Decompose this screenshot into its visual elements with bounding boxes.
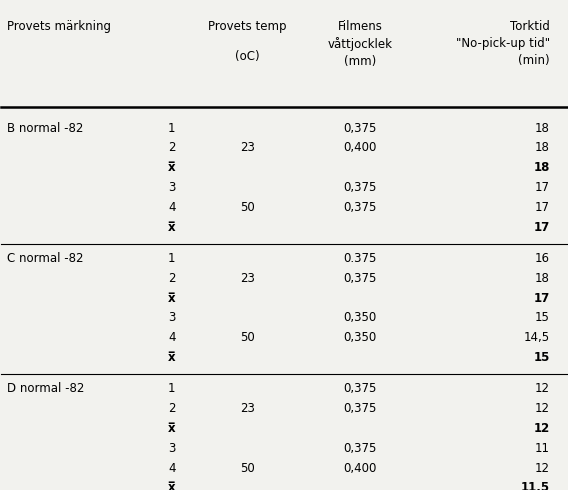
Text: 4: 4 bbox=[168, 462, 176, 475]
Text: Torktid
"No-pick-up tid"
(min): Torktid "No-pick-up tid" (min) bbox=[456, 20, 550, 67]
Text: 15: 15 bbox=[533, 351, 550, 364]
Text: Provets temp: Provets temp bbox=[208, 20, 286, 33]
Text: x̅: x̅ bbox=[168, 161, 176, 174]
Text: x̅: x̅ bbox=[168, 351, 176, 364]
Text: 12: 12 bbox=[534, 402, 550, 415]
Text: 1: 1 bbox=[168, 382, 176, 395]
Text: x̅: x̅ bbox=[168, 292, 176, 305]
Text: 12: 12 bbox=[533, 422, 550, 435]
Text: 18: 18 bbox=[535, 122, 550, 135]
Text: 0,375: 0,375 bbox=[344, 382, 377, 395]
Text: 16: 16 bbox=[534, 252, 550, 265]
Text: 14,5: 14,5 bbox=[524, 331, 550, 344]
Text: 3: 3 bbox=[168, 441, 176, 455]
Text: 11,5: 11,5 bbox=[520, 482, 550, 490]
Text: B normal -82: B normal -82 bbox=[7, 122, 83, 135]
Text: 15: 15 bbox=[535, 312, 550, 324]
Text: 0.375: 0.375 bbox=[344, 252, 377, 265]
Text: 50: 50 bbox=[240, 331, 254, 344]
Text: 17: 17 bbox=[533, 292, 550, 305]
Text: 2: 2 bbox=[168, 271, 176, 285]
Text: D normal -82: D normal -82 bbox=[7, 382, 85, 395]
Text: 17: 17 bbox=[533, 221, 550, 234]
Text: 50: 50 bbox=[240, 201, 254, 214]
Text: 3: 3 bbox=[168, 312, 176, 324]
Text: 0,375: 0,375 bbox=[344, 122, 377, 135]
Text: 0,375: 0,375 bbox=[344, 271, 377, 285]
Text: 0,400: 0,400 bbox=[344, 142, 377, 154]
Text: 0,350: 0,350 bbox=[344, 312, 377, 324]
Text: 23: 23 bbox=[240, 271, 254, 285]
Text: C normal -82: C normal -82 bbox=[7, 252, 83, 265]
Text: 0,400: 0,400 bbox=[344, 462, 377, 475]
Text: x̅: x̅ bbox=[168, 221, 176, 234]
Text: 50: 50 bbox=[240, 462, 254, 475]
Text: 17: 17 bbox=[534, 181, 550, 194]
Text: 3: 3 bbox=[168, 181, 176, 194]
Text: 23: 23 bbox=[240, 402, 254, 415]
Text: 0,375: 0,375 bbox=[344, 441, 377, 455]
Text: 0,375: 0,375 bbox=[344, 402, 377, 415]
Text: x̅: x̅ bbox=[168, 482, 176, 490]
Text: 1: 1 bbox=[168, 122, 176, 135]
Text: 17: 17 bbox=[534, 201, 550, 214]
Text: 4: 4 bbox=[168, 201, 176, 214]
Text: 2: 2 bbox=[168, 402, 176, 415]
Text: Filmens
våttjocklek
(mm): Filmens våttjocklek (mm) bbox=[328, 20, 393, 69]
Text: 18: 18 bbox=[535, 142, 550, 154]
Text: (oC): (oC) bbox=[235, 50, 260, 63]
Text: 11: 11 bbox=[534, 441, 550, 455]
Text: 18: 18 bbox=[533, 161, 550, 174]
Text: 4: 4 bbox=[168, 331, 176, 344]
Text: x̅: x̅ bbox=[168, 422, 176, 435]
Text: Provets märkning: Provets märkning bbox=[7, 20, 111, 33]
Text: 0,375: 0,375 bbox=[344, 181, 377, 194]
Text: 23: 23 bbox=[240, 142, 254, 154]
Text: 1: 1 bbox=[168, 252, 176, 265]
Text: 18: 18 bbox=[535, 271, 550, 285]
Text: 2: 2 bbox=[168, 142, 176, 154]
Text: 0,350: 0,350 bbox=[344, 331, 377, 344]
Text: 0,375: 0,375 bbox=[344, 201, 377, 214]
Text: 12: 12 bbox=[534, 382, 550, 395]
Text: 12: 12 bbox=[534, 462, 550, 475]
